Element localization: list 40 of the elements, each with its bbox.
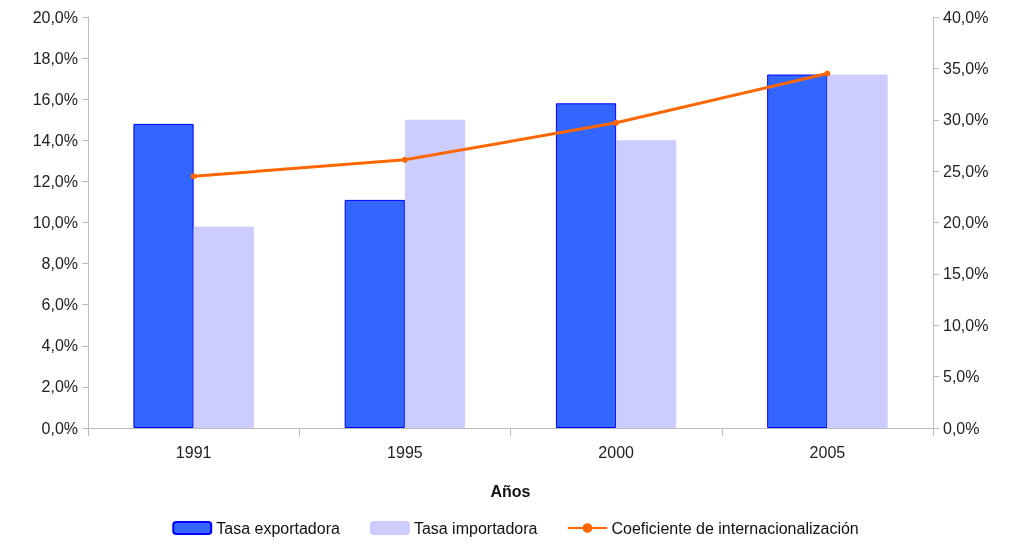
y-tick-label: 12,0% [32, 172, 78, 190]
y-tick-label: 20,0% [32, 8, 78, 26]
legend-label: Tasa importadora [413, 519, 538, 537]
y-tick-label: 16,0% [32, 90, 78, 108]
bar [404, 119, 466, 428]
y2-tick-label: 30,0% [943, 111, 989, 129]
bar [827, 74, 888, 428]
bar [616, 140, 677, 428]
y2-tick-label: 25,0% [943, 162, 989, 180]
legend-label: Coeficiente de internacionalización [611, 519, 859, 537]
x-tick-label: 1995 [387, 443, 423, 461]
y2-tick-label: 0,0% [943, 419, 980, 437]
legend-label: Tasa exportadora [216, 519, 340, 537]
y-tick-label: 8,0% [41, 255, 78, 273]
x-tick-label: 2005 [809, 443, 846, 461]
point [824, 70, 831, 77]
y-tick-label: 18,0% [32, 49, 78, 67]
y-tick-label: 14,0% [32, 131, 78, 149]
bar [555, 103, 617, 428]
x-tick-label: 2000 [598, 443, 635, 461]
y2-tick-label: 40,0% [943, 8, 989, 26]
y-tick-label: 2,0% [41, 378, 78, 396]
point [190, 173, 197, 180]
y2-tick-label: 35,0% [943, 59, 989, 77]
bar [344, 199, 405, 428]
y-tick-label: 4,0% [41, 337, 78, 355]
y-tick-label: 10,0% [32, 214, 78, 231]
y2-tick-label: 10,0% [943, 316, 989, 334]
bar [133, 123, 194, 428]
y-tick-label: 6,0% [41, 296, 78, 314]
bar [767, 74, 828, 428]
x-axis-title: Años [490, 482, 531, 500]
x-tick-label: 1991 [175, 443, 212, 461]
y2-tick-label: 15,0% [943, 265, 989, 283]
bar [193, 226, 254, 428]
y-tick-label: 0,0% [41, 419, 78, 437]
point [401, 156, 408, 163]
y2-tick-label: 20,0% [943, 214, 989, 231]
point [613, 119, 620, 126]
y2-tick-label: 5,0% [943, 368, 980, 386]
